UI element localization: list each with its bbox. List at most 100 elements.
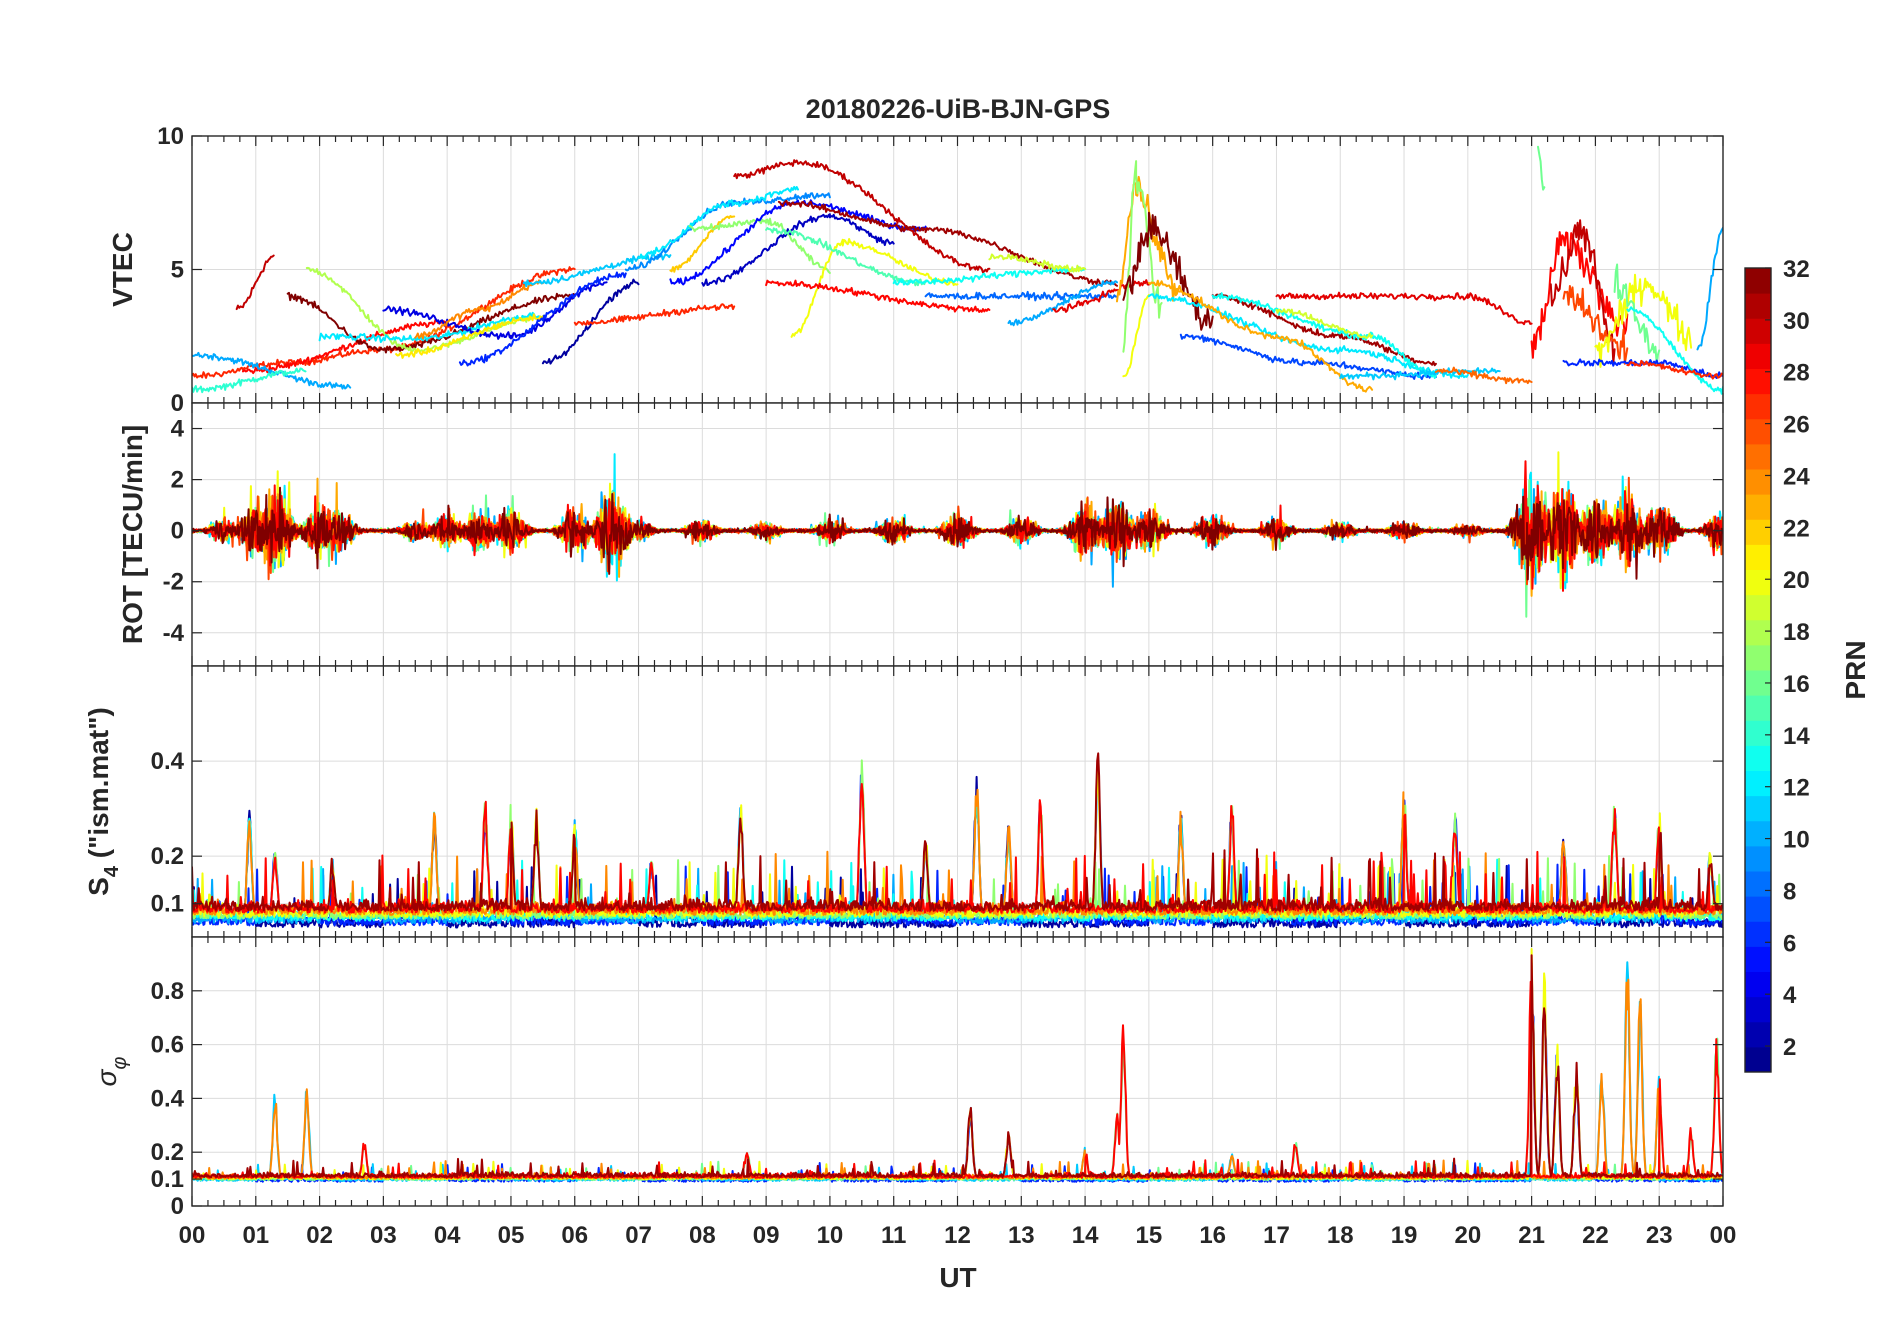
series-group-rot xyxy=(192,451,1723,618)
colorbar-tick-label: 2 xyxy=(1783,1034,1796,1061)
x-axis-title: UT xyxy=(939,1262,976,1293)
x-tick-label: 18 xyxy=(1327,1222,1354,1249)
y-tick-label: 0 xyxy=(171,518,184,545)
vtec-series-prn-15 xyxy=(765,227,927,287)
x-tick-label: 16 xyxy=(1199,1222,1226,1249)
colorbar-band xyxy=(1745,519,1771,545)
x-tick-label: 22 xyxy=(1582,1222,1609,1249)
colorbar-tick-label: 22 xyxy=(1783,515,1810,542)
vtec-series-prn-30 xyxy=(235,254,275,311)
series-group-s4 xyxy=(192,752,1723,929)
x-tick-label: 12 xyxy=(944,1222,971,1249)
vtec-series-prn-8 xyxy=(924,290,1118,302)
y-axis-title-sigma_phi: σφ xyxy=(91,1057,131,1087)
x-tick-label: 05 xyxy=(498,1222,525,1249)
panel-s4: 0.1 0.2 0.4 S4 ("ism.mat") xyxy=(83,665,1724,938)
vtec-series-prn-30 xyxy=(1549,219,1616,365)
x-tick-label: 10 xyxy=(817,1222,844,1249)
vtec-series-prn-17 xyxy=(1122,160,1163,353)
vtec-series-prn-19 xyxy=(1275,308,1374,339)
vtec-series-prn-13 xyxy=(1211,292,1437,379)
colorbar-band xyxy=(1745,443,1771,470)
vtec-series-prn-28 xyxy=(242,318,447,375)
x-tick-label: 04 xyxy=(434,1222,461,1249)
colorbar-band xyxy=(1745,1021,1771,1048)
y-tick-label: 0.8 xyxy=(151,978,184,1005)
vtec-series-prn-2 xyxy=(541,278,640,365)
colorbar-band xyxy=(1745,418,1771,445)
colorbar-band xyxy=(1745,494,1771,520)
colorbar-tick-label: 20 xyxy=(1783,567,1810,594)
y-tick-label: 0.2 xyxy=(151,1139,184,1166)
vtec-series-prn-11 xyxy=(522,252,672,288)
colorbar-band xyxy=(1745,845,1771,872)
colorbar-band xyxy=(1745,946,1771,972)
y-axis-title-subscript: φ xyxy=(109,1057,131,1070)
colorbar-tick-label: 26 xyxy=(1783,412,1810,439)
vtec-series-prn-23 xyxy=(1116,175,1182,303)
panel-vtec: 0 5 10 VTEC xyxy=(107,123,1724,417)
vtec-series-prn-31 xyxy=(777,199,1118,287)
vtec-series-prn-22 xyxy=(669,215,736,273)
vtec-series-prn-13 xyxy=(1626,306,1723,395)
y-tick-label: -2 xyxy=(163,569,184,596)
colorbar-band xyxy=(1745,720,1771,746)
vtec-series-prn-10 xyxy=(1696,226,1723,351)
vtec-series-prn-30 xyxy=(733,159,991,274)
colorbar-band xyxy=(1745,644,1771,671)
x-tick-label: 11 xyxy=(881,1222,906,1249)
x-tick-label: 20 xyxy=(1454,1222,1481,1249)
vtec-series-prn-5 xyxy=(669,199,927,286)
vtec-series-prn-14 xyxy=(192,367,307,394)
series-group-sigma_phi xyxy=(192,948,1723,1183)
vtec-series-prn-26 xyxy=(1562,285,1629,365)
colorbar-title: PRN xyxy=(1840,640,1871,699)
vtec-series-prn-16 xyxy=(1537,145,1546,191)
vtec-series-prn-12 xyxy=(637,185,799,260)
colorbar-band xyxy=(1745,1046,1771,1073)
x-tick-label: 00 xyxy=(179,1222,206,1249)
colorbar-band xyxy=(1745,268,1771,294)
rot-series-prn-32 xyxy=(192,486,1723,581)
colorbar-band xyxy=(1745,795,1771,822)
y-axis-title-rot: ROT [TECU/min] xyxy=(117,425,148,644)
y-tick-label: 0.4 xyxy=(151,1085,185,1112)
colorbar-band xyxy=(1745,469,1771,495)
colorbar-tick-label: 4 xyxy=(1783,982,1797,1009)
y-tick-label: 0 xyxy=(171,390,184,417)
panel-sigma_phi: 00.10.2 0.4 0.6 0.8 σφ xyxy=(91,936,1724,1220)
vtec-series-prn-10 xyxy=(1007,280,1118,327)
vtec-series-prn-29 xyxy=(1275,291,1533,326)
vtec-series-prn-3 xyxy=(701,213,895,287)
colorbar-band xyxy=(1745,996,1771,1023)
colorbar-frame xyxy=(1744,267,1772,1073)
colorbar-band xyxy=(1745,318,1771,344)
s4-series-prn-31 xyxy=(192,752,1723,912)
vtec-series-prn-27 xyxy=(1626,359,1723,380)
vtec-series-prn-10 xyxy=(192,351,352,390)
colorbar-band xyxy=(1745,896,1771,922)
colorbar-band xyxy=(1745,619,1771,646)
colorbar-tick-label: 12 xyxy=(1783,775,1810,802)
colorbar-tick-label: 10 xyxy=(1783,827,1810,854)
colorbar-tick-label: 28 xyxy=(1783,360,1810,387)
vtec-series-prn-7 xyxy=(1179,333,1437,380)
colorbar-band xyxy=(1745,594,1771,621)
colorbar-band xyxy=(1745,820,1771,847)
colorbar-band xyxy=(1745,770,1771,797)
vtec-series-prn-17 xyxy=(688,217,831,274)
y-tick-label: 5 xyxy=(171,257,184,284)
x-tick-label: 21 xyxy=(1518,1222,1545,1249)
chart-title: 20180226-UiB-BJN-GPS xyxy=(806,94,1111,124)
vtec-series-prn-21 xyxy=(395,313,544,359)
sigma_phi-series-prn-31 xyxy=(192,954,1723,1179)
vtec-series-prn-32 xyxy=(1122,211,1214,331)
panel-rot: -4 -2 0 2 4 ROT [TECU/min] xyxy=(117,402,1724,667)
y-axis-title-s4: S4 ("ism.mat") xyxy=(83,707,123,896)
vtec-series-prn-23 xyxy=(1147,279,1374,393)
vtec-series-prn-4 xyxy=(382,281,608,340)
colorbar-tick-label: 24 xyxy=(1783,463,1810,490)
x-tick-label: 23 xyxy=(1646,1222,1673,1249)
colorbar-tick-label: 8 xyxy=(1783,878,1796,905)
vtec-series-prn-27 xyxy=(573,303,736,326)
